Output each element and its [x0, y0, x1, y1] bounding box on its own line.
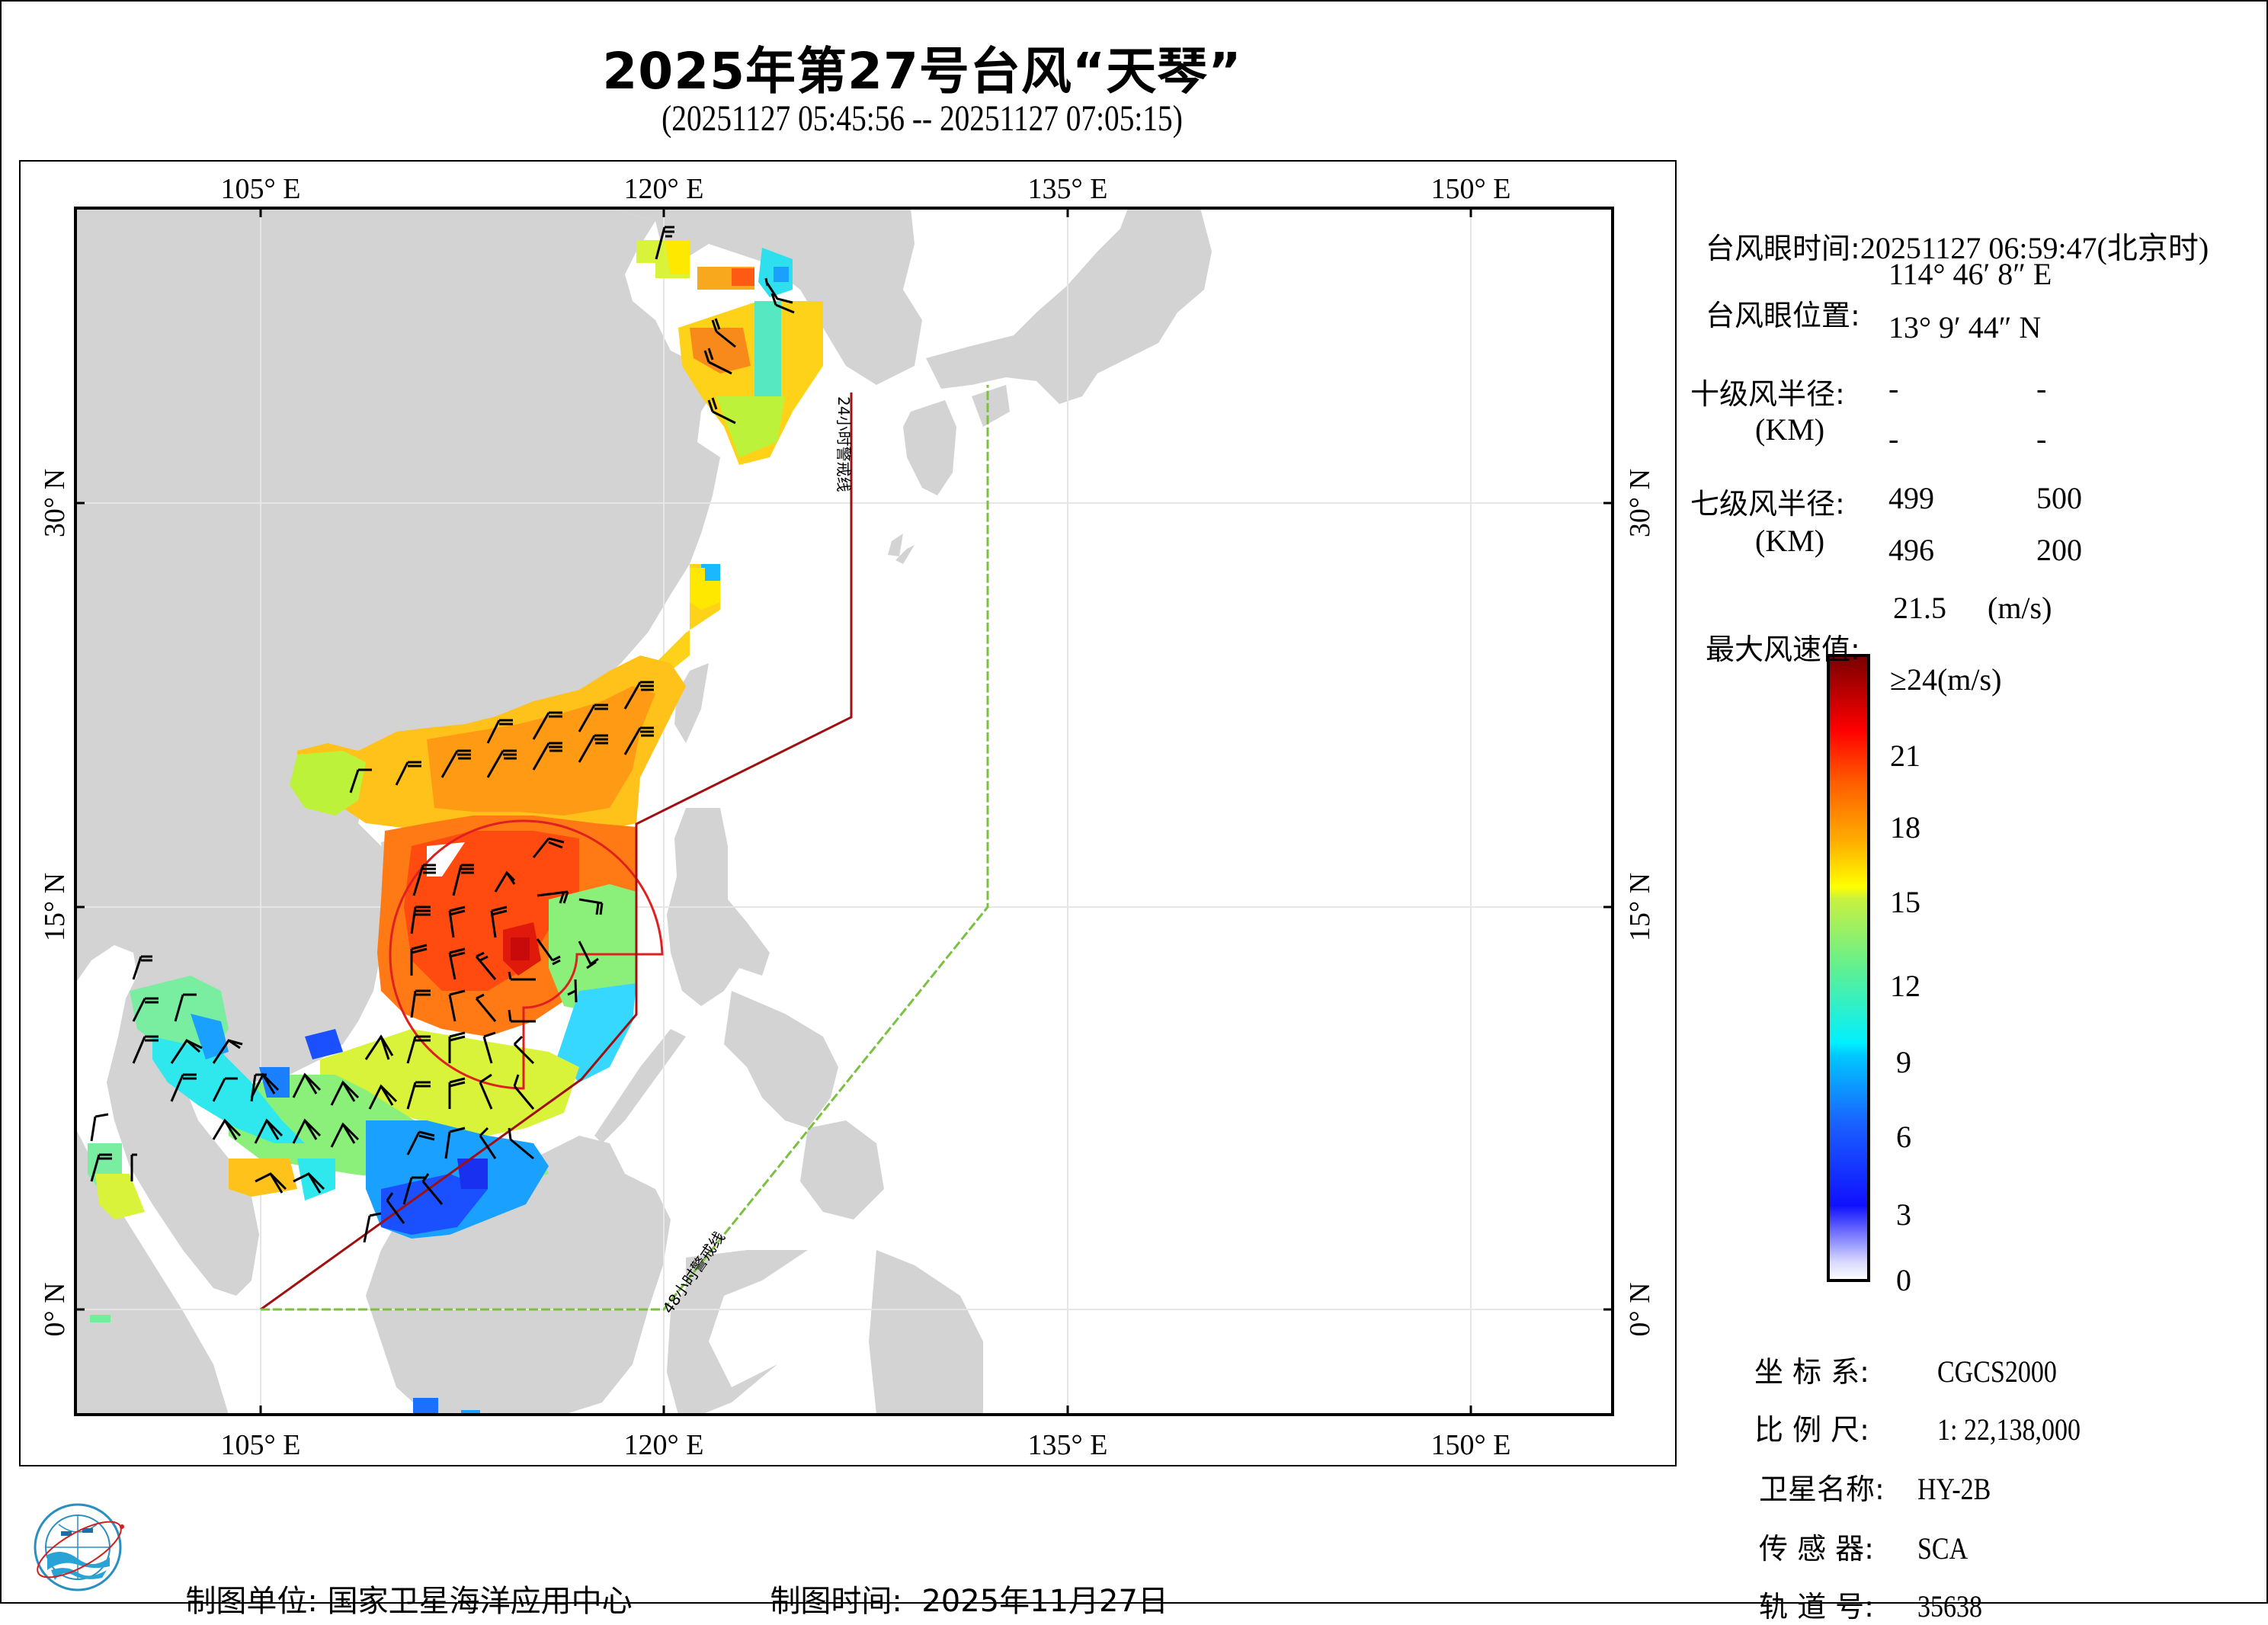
- orbit-label: 轨 道 号:: [1759, 1590, 1874, 1623]
- warning-line-48h: [261, 385, 989, 1311]
- r7-label: 七级风半径:: [1690, 487, 1845, 521]
- r10-value-3: -: [1888, 421, 1899, 456]
- eye-time-label: 台风眼时间:: [1706, 232, 1860, 265]
- ryukyu-islands: [895, 545, 915, 564]
- colorbar-tick-9: 9: [1896, 1045, 1911, 1079]
- lat-label-left-0: 0° N: [39, 1282, 71, 1336]
- mindanao-island: [800, 1120, 884, 1220]
- colorbar-top-label: ≥24(m/s): [1890, 662, 2002, 697]
- lon-label-top-105: 105° E: [221, 173, 301, 205]
- lat-label-right-15: 15° N: [1624, 873, 1656, 941]
- crs-value: CGCS2000: [1937, 1354, 2057, 1389]
- sensor-label: 传 感 器:: [1759, 1532, 1874, 1566]
- r10-value-2: -: [2036, 371, 2047, 405]
- colorbar-tick-0: 0: [1896, 1263, 1911, 1297]
- lat-label-right-0: 0° N: [1624, 1282, 1656, 1336]
- eye-lon: 114° 46′ 8″ E: [1888, 257, 2052, 291]
- map-inner-frame: [74, 207, 1614, 1416]
- eye-lat: 13° 9′ 44″ N: [1888, 310, 2042, 345]
- r7-value-2: 500: [2036, 481, 2082, 515]
- new-guinea-island: [869, 1250, 983, 1415]
- r10-label: 十级风半径:: [1690, 377, 1845, 411]
- lon-label-top-135: 135° E: [1028, 173, 1108, 205]
- orbit-value: 35638: [1917, 1589, 1982, 1623]
- sulawesi-island: [667, 1250, 808, 1415]
- observation-time-range: (20251127 05:45:56 -- 20251127 07:05:15): [662, 98, 1183, 139]
- colorbar-tick-12: 12: [1890, 969, 1920, 1003]
- scale-row: 比 例 尺: 1: 22,138,000: [1739, 1370, 2106, 1448]
- axis-ticks: [75, 208, 1613, 1415]
- colorbar-tick-21: 21: [1890, 739, 1920, 773]
- r7-unit: (KM): [1755, 524, 1825, 558]
- malay-peninsula: [107, 976, 259, 1296]
- production-date: 制图时间: 2025年11月27日: [751, 1541, 1168, 1620]
- lon-label-bottom-120: 120° E: [624, 1429, 704, 1461]
- graticule: [75, 208, 1613, 1415]
- r7-value-4: 200: [2036, 533, 2082, 567]
- satellite-row: 卫星名称: HY-2B: [1744, 1430, 2004, 1508]
- satellite-value: HY-2B: [1917, 1472, 1991, 1506]
- lat-label-left-15: 15° N: [39, 873, 71, 941]
- nsoas-logo-icon: [34, 1503, 124, 1591]
- eye-time-value: 20251127 06:59:47(北京时): [1860, 231, 2209, 265]
- scale-value: 1: 22,138,000: [1937, 1412, 2081, 1447]
- eye-position: 台风眼位置:: [1690, 256, 1860, 334]
- max-wind: 最大风速值:: [1690, 590, 1860, 668]
- china-indochina-landmass: [75, 208, 720, 1098]
- wind-barbs: [90, 226, 795, 1243]
- okinawa-island: [888, 534, 903, 556]
- lon-label-top-120: 120° E: [624, 173, 704, 205]
- honshu-island: [926, 208, 1212, 404]
- lat-label-right-30: 30° N: [1624, 469, 1656, 537]
- lon-label-bottom-105: 105° E: [221, 1429, 301, 1461]
- orbit-row: 轨 道 号: 35638: [1744, 1547, 1994, 1625]
- max-wind-value: 21.5: [1893, 591, 1946, 625]
- eye-position-label: 台风眼位置:: [1706, 299, 1860, 332]
- r7-wind-radius: [389, 819, 664, 1090]
- r10-value-4: -: [2036, 421, 2047, 456]
- colorbar-tick-15: 15: [1890, 885, 1920, 919]
- r7-value-1: 499: [1888, 481, 1934, 515]
- warning-line-24h-label: 24小时警戒线: [834, 396, 853, 492]
- r10-value-1: -: [1888, 371, 1899, 405]
- shikoku-island: [972, 385, 1010, 427]
- crs-row: 坐 标 系: CGCS2000: [1739, 1312, 2078, 1390]
- producer-label: 制图单位:: [185, 1584, 318, 1619]
- r10-unit: (KM): [1755, 412, 1825, 447]
- production-date-label: 制图时间:: [770, 1584, 902, 1619]
- lon-label-bottom-135: 135° E: [1028, 1429, 1108, 1461]
- lon-label-top-150: 150° E: [1431, 173, 1511, 205]
- page-title: 2025年第27号台风“天琴”: [602, 42, 1242, 101]
- max-wind-label: 最大风速值:: [1706, 633, 1860, 666]
- eye-time: 台风眼时间:20251127 06:59:47(北京时): [1690, 188, 2209, 268]
- r7-value-3: 496: [1888, 533, 1934, 567]
- colorbar: [1827, 654, 1870, 1282]
- kyushu-island: [903, 400, 956, 495]
- sensor-row: 传 感 器: SCA: [1744, 1489, 1977, 1567]
- scale-label: 比 例 尺:: [1754, 1413, 1869, 1447]
- sensor-value: SCA: [1917, 1531, 1968, 1566]
- lon-label-bottom-150: 150° E: [1431, 1429, 1511, 1461]
- colorbar-tick-6: 6: [1896, 1120, 1911, 1154]
- crs-label: 坐 标 系:: [1754, 1355, 1869, 1389]
- satellite-label: 卫星名称:: [1759, 1473, 1885, 1506]
- producer-value: 国家卫星海洋应用中心: [327, 1584, 633, 1619]
- colorbar-tick-18: 18: [1890, 810, 1920, 845]
- map-frame: [19, 160, 1677, 1466]
- lat-label-left-30: 30° N: [39, 469, 71, 537]
- colorbar-tick-3: 3: [1896, 1197, 1911, 1232]
- producer: 制图单位: 国家卫星海洋应用中心: [166, 1541, 633, 1620]
- production-date-value: 2025年11月27日: [921, 1584, 1168, 1619]
- philippine-islands: [724, 991, 838, 1128]
- max-wind-unit: (m/s): [1988, 591, 2052, 625]
- warning-line-24h: [260, 393, 853, 1311]
- sumatra: [75, 1128, 229, 1415]
